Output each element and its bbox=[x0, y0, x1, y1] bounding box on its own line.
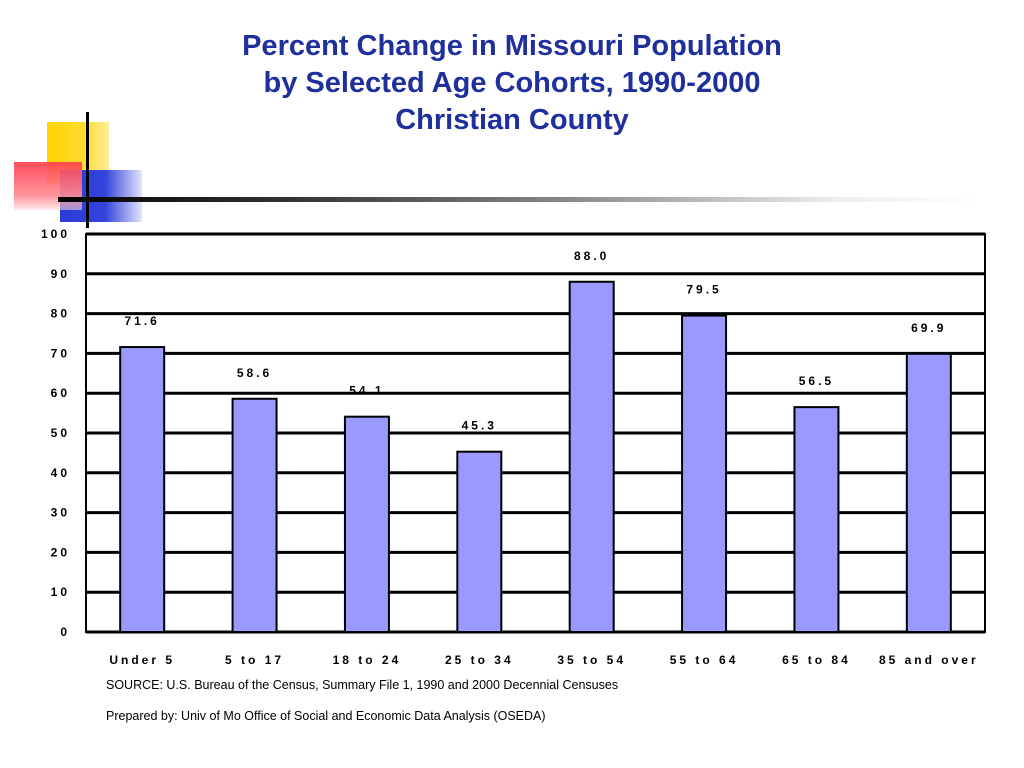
x-tick-label: 35 to 54 bbox=[557, 653, 626, 667]
y-tick-label: 60 bbox=[51, 386, 70, 400]
x-tick-label: 65 to 84 bbox=[782, 653, 851, 667]
chart-subtitle: by Selected Age Cohorts, 1990-2000 bbox=[263, 67, 761, 99]
y-tick-label: 20 bbox=[51, 545, 70, 559]
y-tick-label: 90 bbox=[51, 267, 70, 281]
y-tick-label: 10 bbox=[51, 585, 70, 599]
bar bbox=[343, 415, 390, 633]
bar bbox=[456, 450, 503, 633]
y-tick-label: 50 bbox=[51, 426, 70, 440]
data-label: 88.0 bbox=[574, 249, 609, 263]
y-tick-label: 80 bbox=[51, 307, 70, 321]
prepared-by-note: Prepared by: Univ of Mo Office of Social… bbox=[106, 709, 546, 723]
bar bbox=[119, 346, 166, 633]
data-label: 58.6 bbox=[237, 366, 272, 380]
y-tick-label: 0 bbox=[60, 625, 70, 639]
x-tick-label: 5 to 17 bbox=[225, 653, 284, 667]
decor-red-square bbox=[14, 162, 82, 210]
data-label: 71.6 bbox=[125, 314, 160, 328]
x-tick-label: 85 and over bbox=[879, 653, 979, 667]
data-label: 79.5 bbox=[686, 283, 721, 297]
data-label: 45.3 bbox=[462, 419, 497, 433]
bar bbox=[905, 352, 952, 633]
bar bbox=[793, 406, 840, 633]
chart-subtitle-county: Christian County bbox=[395, 104, 629, 136]
y-tick-label: 70 bbox=[51, 346, 70, 360]
chart-title: Percent Change in Missouri Population bbox=[242, 30, 782, 62]
data-label: 69.9 bbox=[911, 321, 946, 335]
y-tick-label: 30 bbox=[51, 506, 70, 520]
data-label: 54.1 bbox=[349, 384, 384, 398]
x-tick-label: 25 to 34 bbox=[445, 653, 514, 667]
bar bbox=[231, 397, 278, 633]
bar bbox=[681, 314, 728, 633]
chart-title-block: Percent Change in Missouri Population by… bbox=[0, 28, 1024, 139]
y-tick-label: 100 bbox=[41, 227, 70, 241]
source-note: SOURCE: U.S. Bureau of the Census, Summa… bbox=[106, 678, 619, 692]
y-tick-label: 40 bbox=[51, 466, 70, 480]
decor-vertical-line bbox=[86, 112, 89, 228]
decor-horizontal-line bbox=[58, 197, 978, 202]
data-label: 56.5 bbox=[799, 374, 834, 388]
x-tick-label: Under 5 bbox=[109, 653, 175, 667]
x-tick-label: 55 to 64 bbox=[670, 653, 739, 667]
x-tick-label: 18 to 24 bbox=[333, 653, 402, 667]
bar bbox=[568, 280, 615, 633]
